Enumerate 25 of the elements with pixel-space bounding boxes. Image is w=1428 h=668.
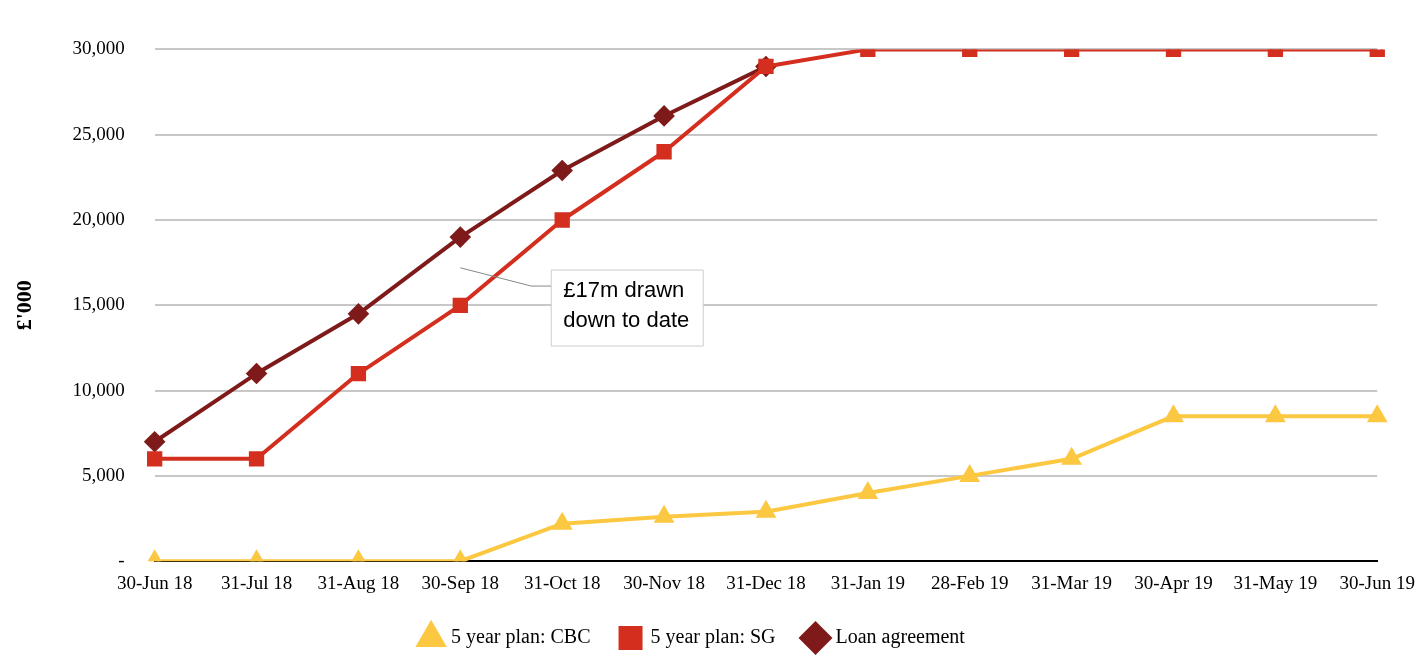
x-tick-label: 30-Nov 18 [623,571,705,593]
y-tick-label: 10,000 [72,378,125,400]
legend-label: 5 year plan: SG [650,625,776,649]
y-tick-label: 30,000 [72,37,125,59]
annotation: £17m drawn down to date [563,277,690,333]
y-tick-label: - [118,549,125,571]
x-tick-label: 28-Feb 19 [930,571,1009,593]
x-tick-label: 31-Oct 18 [523,571,601,593]
x-tick-label: 31-Jan 19 [830,571,906,593]
x-tick-label: 30-Jun 19 [1339,571,1416,593]
x-tick-label: 30-Apr 19 [1134,571,1213,593]
x-tick-label: 31-May 19 [1233,571,1318,593]
y-tick-label: 25,000 [72,122,125,144]
y-tick-label: 20,000 [72,207,125,229]
y-tick-label: 15,000 [72,293,125,315]
y-axis-title: £'000 [10,280,36,331]
x-tick-label: 31-Jul 18 [220,571,293,593]
x-tick-label: 31-Aug 18 [317,571,400,593]
x-tick-label: 31-Dec 18 [726,571,806,593]
y-tick-label: 5,000 [81,463,125,485]
x-tick-label: 30-Sep 18 [421,571,500,593]
x-tick-label: 30-Jun 18 [116,571,193,593]
legend-label: Loan agreement [835,625,966,649]
x-tick-label: 31-Mar 19 [1031,571,1112,593]
legend-label: 5 year plan: CBC [451,625,591,649]
